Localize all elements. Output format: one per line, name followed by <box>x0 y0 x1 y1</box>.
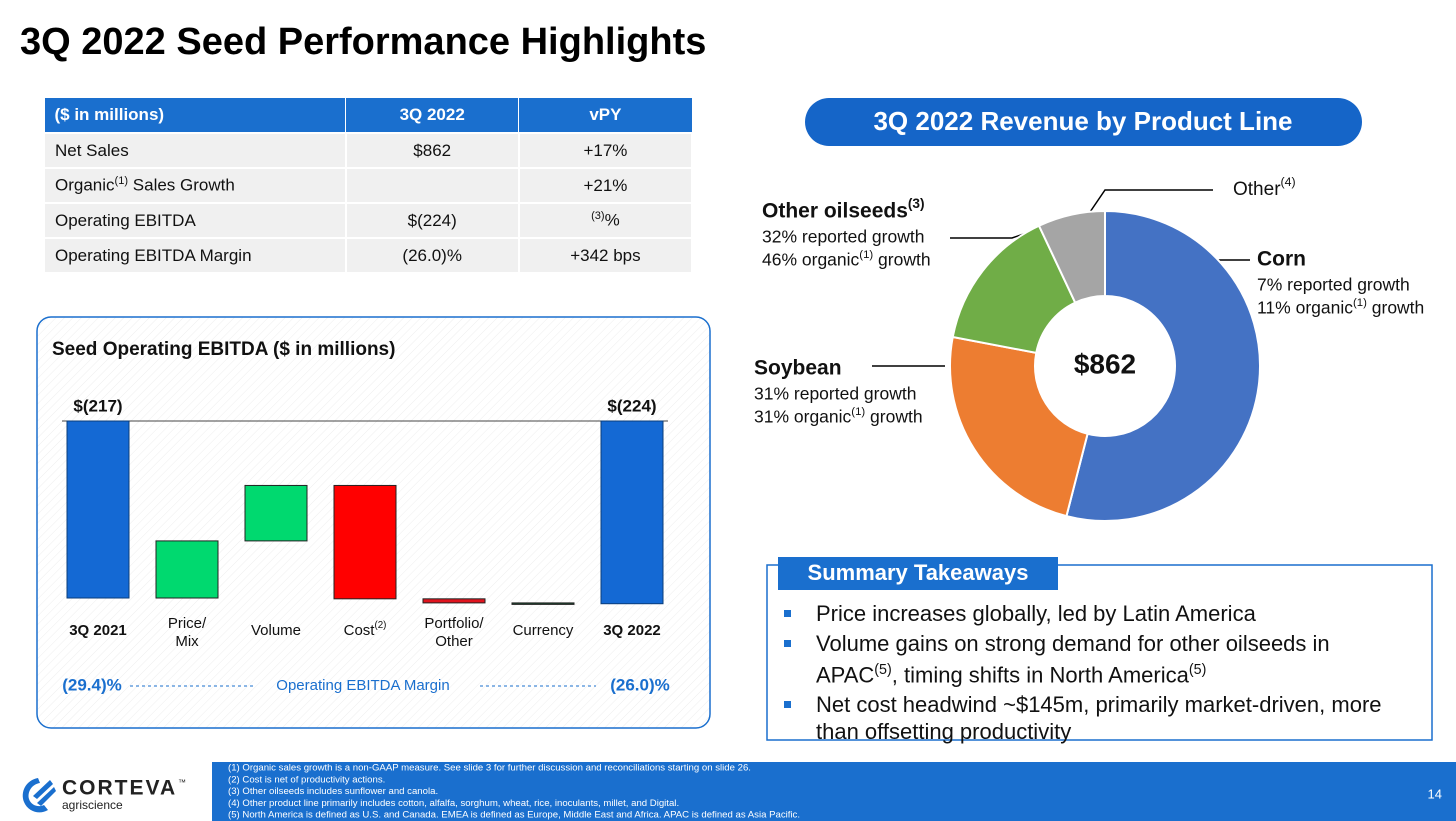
footnote: (2) Cost is net of productivity actions. <box>228 774 385 785</box>
margin-end: (26.0)% <box>610 675 670 694</box>
table-cell: $(224) <box>344 202 520 239</box>
category-label: Price/Mix <box>168 615 207 650</box>
donut-slice <box>951 224 1077 355</box>
slice-note: 11% organic(1) growth <box>1257 297 1424 318</box>
table-cell: Net Sales <box>43 132 347 169</box>
margin-label: Operating EBITDA Margin <box>276 677 449 694</box>
category-label: Volume <box>251 622 301 639</box>
summary-tab <box>778 557 1058 590</box>
table-row: Operating EBITDA $(224) (3)% <box>43 202 694 239</box>
bullet: Price increases globally, led by Latin A… <box>782 600 1412 627</box>
margin-start: (29.4)% <box>62 675 122 694</box>
footer-bar <box>0 762 1456 821</box>
footnote: (4) Other product line primarily include… <box>228 798 679 809</box>
bar <box>244 484 308 542</box>
slice-note: 31% organic(1) growth <box>754 406 923 427</box>
table-body: Net Sales $862 +17% Organic(1) Sales Growth… <box>43 132 694 274</box>
table-row: Organic(1) Sales Growth +21% <box>43 167 694 204</box>
slice-note: 31% reported growth <box>754 384 916 404</box>
table-cell: +21% <box>517 167 694 204</box>
data-label: $(224) <box>607 396 656 415</box>
slice-note: 7% reported growth <box>1257 275 1410 295</box>
table-row: Net Sales $862 +17% <box>43 132 694 169</box>
summary-box <box>766 564 1433 741</box>
table-cell: (26.0)% <box>344 237 520 274</box>
footnote: (5) North America is defined as U.S. and… <box>228 810 800 821</box>
donut-header <box>805 98 1362 146</box>
donut-slice <box>949 335 1089 518</box>
logo-text: CORTEVA <box>62 777 177 800</box>
summary-title: Summary Takeaways <box>808 560 1029 585</box>
bar <box>600 420 664 605</box>
header-cell: ($ in millions) <box>43 97 347 134</box>
slice-label: Other(4) <box>1233 175 1296 200</box>
table-cell: Operating EBITDA <box>43 202 347 239</box>
slice-note: 32% reported growth <box>762 227 924 247</box>
table-cell: +342 bps <box>517 237 694 274</box>
bar <box>155 540 219 599</box>
donut-title: 3Q 2022 Revenue by Product Line <box>873 106 1292 136</box>
donut-slice <box>1037 209 1106 304</box>
logo-icon <box>22 778 56 813</box>
table-cell: Organic(1) Sales Growth <box>43 167 347 204</box>
bar <box>511 602 575 605</box>
header-cell: vPY <box>518 97 693 134</box>
waterfall-title: Seed Operating EBITDA ($ in millions) <box>52 339 395 360</box>
slice-note: 46% organic(1) growth <box>762 249 931 270</box>
slide-title: 3Q 2022 Seed Performance Highlights <box>20 21 706 63</box>
slice-label: Soybean <box>754 357 842 380</box>
table-cell: Operating EBITDA Margin <box>43 237 347 274</box>
category-label: Currency <box>513 622 574 639</box>
metrics-table: ($ in millions) 3Q 2022 vPY Net Sales $862 +… <box>43 97 694 274</box>
logo-tm: ™ <box>178 778 186 787</box>
bar <box>422 598 486 604</box>
summary-bullets: Price increases globally, led by Latin A… <box>782 600 1412 748</box>
footnote: (1) Organic sales growth is a non-GAAP m… <box>228 763 751 774</box>
footnote: (3) Other oilseeds includes sunflower an… <box>228 786 438 797</box>
category-label: 3Q 2021 <box>69 622 127 639</box>
slice-label: Other oilseeds(3) <box>762 196 925 222</box>
table-cell: +17% <box>517 132 694 169</box>
table-cell: (3)% <box>517 202 694 239</box>
table-header: ($ in millions) 3Q 2022 vPY <box>43 97 693 134</box>
slice-label: Corn <box>1257 248 1306 271</box>
data-label: $(217) <box>73 396 122 415</box>
table-cell: $862 <box>344 132 520 169</box>
bullet: Volume gains on strong demand for other … <box>782 630 1412 688</box>
page-number: 14 <box>1428 786 1442 801</box>
donut-center: $862 <box>1074 348 1136 379</box>
bullet: Net cost headwind ~$145m, primarily mark… <box>782 691 1412 745</box>
bar <box>333 484 397 600</box>
logo-sub: agriscience <box>62 798 123 812</box>
donut-slice <box>1065 209 1261 522</box>
header-cell: 3Q 2022 <box>345 97 520 134</box>
category-label: 3Q 2022 <box>603 622 661 639</box>
category-label: Portfolio/Other <box>424 615 484 650</box>
leader-line <box>1089 189 1213 213</box>
table-cell <box>344 167 520 204</box>
table-row: Operating EBITDA Margin (26.0)% +342 bps <box>43 237 694 274</box>
bar <box>66 420 130 599</box>
